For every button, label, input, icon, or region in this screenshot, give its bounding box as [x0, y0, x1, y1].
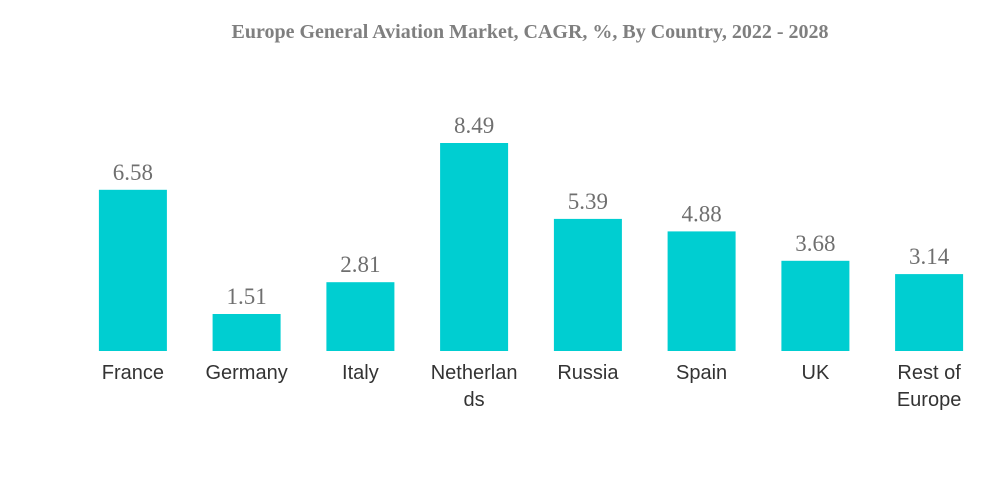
chart-title: Europe General Aviation Market, CAGR, %,…	[231, 21, 828, 43]
bar-italy	[326, 282, 395, 351]
bar-netherlands	[440, 143, 509, 351]
bar-uk	[781, 260, 850, 351]
x-tick-label-line: UK	[802, 362, 830, 384]
bar-russia	[553, 218, 622, 351]
x-tick-label-line: Rest of	[897, 362, 961, 384]
x-tick-label-line: Russia	[557, 362, 619, 384]
x-tick-label-line: France	[102, 362, 164, 384]
x-tick-label-line: Netherlan	[431, 362, 518, 384]
x-tick-label: Italy	[342, 362, 379, 384]
value-label: 5.39	[568, 189, 608, 214]
x-tick-label-line: Spain	[676, 362, 727, 384]
value-label: 8.49	[454, 113, 494, 138]
x-tick-label-line: Germany	[205, 362, 287, 384]
value-label: 6.58	[113, 160, 153, 185]
x-tick-label: Spain	[676, 362, 727, 384]
value-label: 2.81	[340, 252, 380, 277]
x-tick-label: Russia	[557, 362, 619, 384]
value-labels-group: 6.58 1.51 2.81 8.49 5.39 4.88 3.68 3.14	[113, 113, 950, 309]
bars-group	[98, 143, 964, 351]
bar-rest-of-europe	[895, 274, 964, 351]
bar-germany	[212, 314, 281, 351]
bar-spain	[667, 231, 736, 351]
x-tick-label: France	[102, 362, 164, 384]
x-tick-label: Germany	[205, 362, 287, 384]
value-label: 4.88	[681, 201, 721, 226]
value-label: 3.14	[909, 244, 950, 269]
x-tick-label: Rest of Europe	[897, 362, 962, 411]
x-tick-label: UK	[802, 362, 830, 384]
x-tick-label: Netherlan ds	[431, 362, 518, 411]
x-tick-label-line: ds	[464, 389, 485, 411]
x-tick-label-line: Europe	[897, 389, 962, 411]
bar-france	[98, 189, 167, 351]
value-label: 1.51	[226, 284, 266, 309]
x-axis-tick-labels: France Germany Italy Netherlan ds Russia Spain…	[102, 362, 962, 411]
value-label: 3.68	[795, 231, 835, 256]
x-tick-label-line: Italy	[342, 362, 379, 384]
